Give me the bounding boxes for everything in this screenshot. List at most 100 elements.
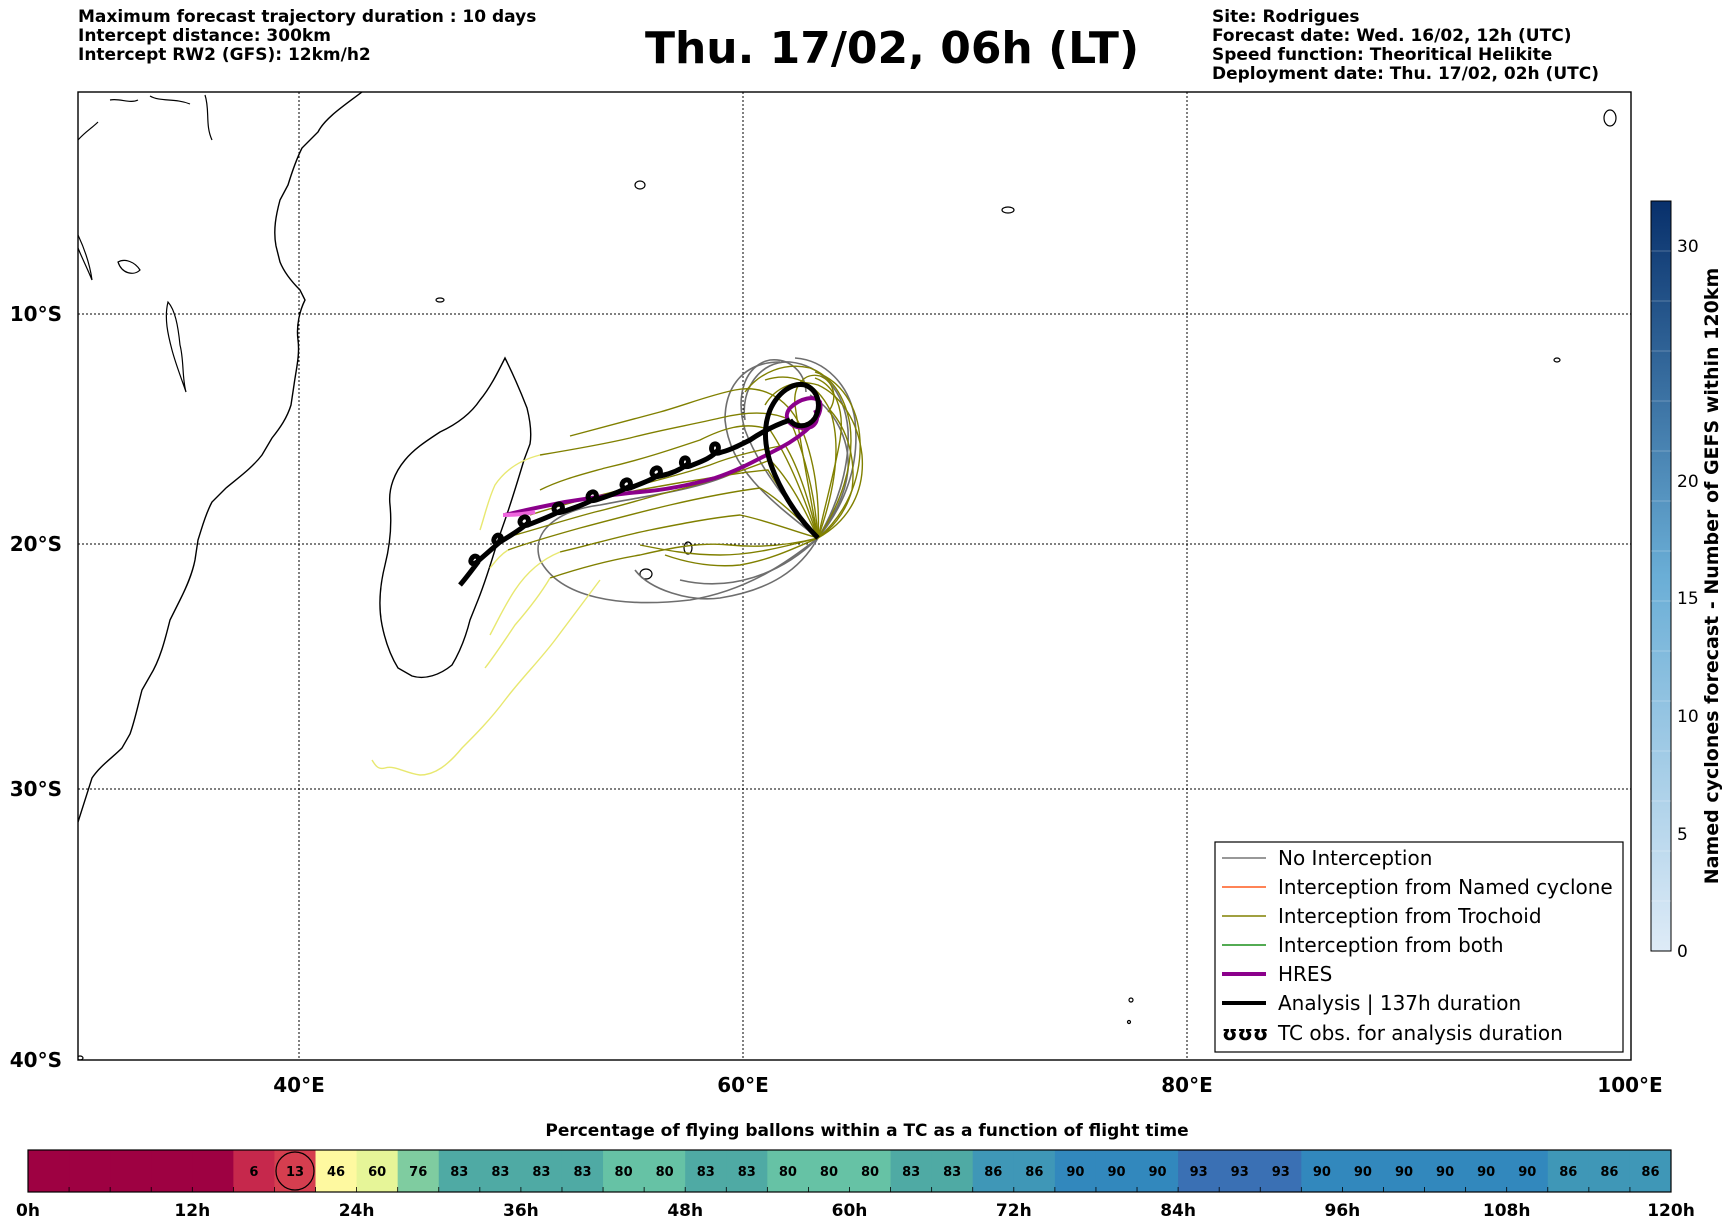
percentage-cell: [356, 1150, 399, 1192]
legend: No Interception Interception from Named …: [1214, 841, 1624, 1053]
percentage-cell: [1588, 1150, 1631, 1192]
percentage-cell: [1260, 1150, 1302, 1192]
percentage-value: 80: [779, 1165, 797, 1180]
percentage-value: 60: [368, 1165, 386, 1180]
percentage-value: 76: [409, 1165, 427, 1180]
lat-label-40s: 40°S: [10, 1048, 62, 1072]
percentage-cell: [1547, 1150, 1590, 1192]
percentage-value: 90: [1477, 1165, 1495, 1180]
colorbar: 0 5 10 15 20 30 Named cyclones forecast …: [1650, 200, 1723, 962]
time-label: 60h: [832, 1201, 868, 1221]
colorbar-gradient: [1650, 200, 1672, 952]
percentage-value: 90: [1518, 1165, 1536, 1180]
time-label: 36h: [503, 1201, 539, 1221]
island-seychelles: [1001, 206, 1015, 214]
percentage-cell: [1506, 1150, 1549, 1192]
colorbar-label: Named cyclones forecast - Number of GEFS…: [1701, 268, 1723, 885]
time-label: 24h: [339, 1201, 375, 1221]
island-south: [78, 1055, 84, 1060]
percentage-cell: [561, 1150, 604, 1192]
percentage-value: 83: [450, 1165, 468, 1180]
time-label: 12h: [174, 1201, 210, 1221]
colorbar-tick-0: 0: [1677, 942, 1688, 962]
percentage-cell: [315, 1150, 358, 1192]
percentage-value: 83: [943, 1165, 961, 1180]
percentage-cell: [69, 1150, 111, 1192]
percentage-cell: [397, 1150, 440, 1192]
lon-label-40e: 40°E: [273, 1073, 325, 1097]
map-border: [77, 91, 1632, 1061]
legend-label-both: Interception from both: [1278, 933, 1504, 957]
colorbar-tick-15: 15: [1677, 589, 1699, 609]
island-maldives: [1603, 109, 1617, 127]
percentage-cell: [1424, 1150, 1467, 1192]
percentage-value: 93: [1231, 1165, 1249, 1180]
percentage-value: 83: [902, 1165, 920, 1180]
madagascar-coastline: [379, 356, 532, 679]
time-label: 96h: [1325, 1201, 1361, 1221]
percentage-value: 86: [1025, 1165, 1043, 1180]
lake-malawi: [165, 300, 187, 393]
legend-label-tc-obs: TC obs. for analysis duration: [1277, 1021, 1563, 1045]
percentage-cell: [1219, 1150, 1261, 1192]
island-chagos: [1553, 357, 1561, 363]
percentage-cell: [931, 1150, 974, 1192]
percentage-value: 90: [1107, 1165, 1125, 1180]
legend-label-no-interception: No Interception: [1278, 846, 1432, 870]
time-label: 0h: [16, 1201, 40, 1221]
percentage-cell: [28, 1150, 70, 1192]
percentage-cell: [1465, 1150, 1508, 1192]
legend-label-hres: HRES: [1278, 962, 1332, 986]
lat-label-30s: 30°S: [10, 777, 62, 801]
percentage-value: 83: [697, 1165, 715, 1180]
legend-label-trochoid: Interception from Trochoid: [1278, 904, 1542, 928]
percentage-cell: [808, 1150, 850, 1192]
map-title: Thu. 17/02, 06h (LT): [644, 23, 1140, 74]
intercept-rw2-text: Intercept RW2 (GFS): 12km/h2: [78, 45, 371, 65]
percentage-cell: [1342, 1150, 1384, 1192]
speed-function-text: Speed function: Theoritical Helikite: [1212, 45, 1553, 65]
percentage-cell: [767, 1150, 809, 1192]
lon-label-100e: 100°E: [1597, 1073, 1662, 1097]
island-comoros: [435, 297, 445, 303]
lon-label-80e: 80°E: [1161, 1073, 1213, 1097]
percentage-value: 90: [1354, 1165, 1372, 1180]
percentage-cell: [1013, 1150, 1056, 1192]
max-duration-text: Maximum forecast trajectory duration : 1…: [78, 7, 537, 27]
deployment-date-text: Deployment date: Thu. 17/02, 02h (UTC): [1212, 64, 1599, 84]
percentage-cell: [110, 1150, 152, 1192]
percentage-cell: [644, 1150, 686, 1192]
current-time-marker: [275, 1151, 315, 1191]
time-label: 48h: [667, 1201, 703, 1221]
percentage-cell: [890, 1150, 933, 1192]
percentage-cell: [520, 1150, 563, 1192]
percentage-value: 90: [1149, 1165, 1167, 1180]
africa-coastline: [78, 92, 363, 823]
intercept-distance-text: Intercept distance: 300km: [78, 26, 331, 46]
island-reunion: [639, 568, 653, 580]
percentage-cell: [1095, 1150, 1138, 1192]
percentage-value: 86: [1641, 1165, 1659, 1180]
percentage-value: 86: [1559, 1165, 1577, 1180]
lake-victoria: [117, 259, 141, 274]
percentage-cell: [151, 1150, 193, 1192]
percentage-cell: [726, 1150, 768, 1192]
percentage-value: 6: [249, 1165, 258, 1180]
percentage-value: 90: [1313, 1165, 1331, 1180]
percentage-cell: [1137, 1150, 1179, 1192]
percentage-cell: [233, 1150, 275, 1192]
percentage-value: 80: [820, 1165, 838, 1180]
hres-start: [502, 510, 536, 517]
percentage-value: 86: [1600, 1165, 1618, 1180]
time-label: 72h: [996, 1201, 1032, 1221]
percentage-bar-frame: [27, 1149, 1672, 1193]
percentage-value: 86: [984, 1165, 1002, 1180]
percentage-value: 80: [615, 1165, 633, 1180]
time-label: 108h: [1483, 1201, 1531, 1221]
percentage-value: 80: [861, 1165, 879, 1180]
percentage-bar-title: Percentage of flying ballons within a TC…: [545, 1121, 1188, 1141]
lake-tanganyika: [78, 234, 93, 281]
time-label: 120h: [1647, 1201, 1695, 1221]
legend-label-named-cyclone: Interception from Named cyclone: [1278, 875, 1613, 899]
